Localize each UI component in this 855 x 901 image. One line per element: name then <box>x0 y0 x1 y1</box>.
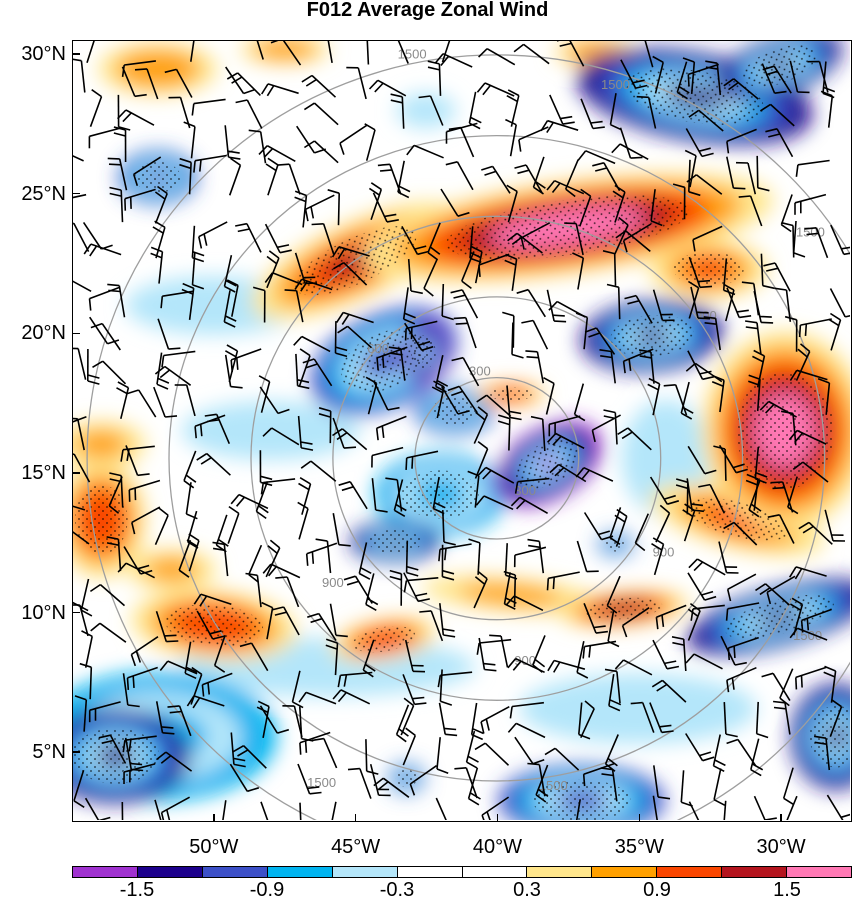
zonal-wind-map: 3003006009009009009001500150015001500150… <box>73 41 850 820</box>
significance-stipple <box>490 387 532 401</box>
longitude-tick-label: 40°W <box>457 837 537 857</box>
colorbar-segment <box>398 867 463 877</box>
significance-stipple <box>369 530 422 554</box>
colorbar-segment <box>268 867 333 877</box>
range-ring-label: 900 <box>322 575 344 590</box>
latitude-tick-mark <box>72 333 80 335</box>
longitude-tick-label: 45°W <box>316 837 396 857</box>
colorbar-segment <box>527 867 592 877</box>
range-ring-label: 1500 <box>601 77 630 92</box>
wind-anomaly-negative <box>409 100 444 120</box>
colorbar-segment <box>592 867 657 877</box>
colorbar-segment <box>722 867 787 877</box>
range-ring-label: 300 <box>469 364 491 379</box>
longitude-tick-mark <box>497 814 499 822</box>
latitude-tick-mark <box>72 751 80 753</box>
longitude-tick-label: 50°W <box>174 837 254 857</box>
latitude-tick-mark <box>72 472 80 474</box>
latitude-tick-label: 10°N <box>2 603 66 623</box>
colorbar-segment <box>73 867 138 877</box>
longitude-tick-label: 35°W <box>599 837 679 857</box>
range-ring-label: 600 <box>367 341 389 356</box>
longitude-tick-mark <box>639 814 641 822</box>
colorbar-label: -0.3 <box>367 880 427 900</box>
latitude-tick-mark <box>72 612 80 614</box>
colorbar-label: 1.5 <box>757 880 817 900</box>
longitude-tick-label: 30°W <box>741 837 821 857</box>
colorbar <box>72 866 852 878</box>
significance-stipple <box>736 372 834 489</box>
latitude-tick-label: 25°N <box>2 184 66 204</box>
significance-stipple <box>75 485 128 554</box>
significance-stipple <box>135 162 181 193</box>
longitude-tick-mark <box>780 814 782 822</box>
longitude-tick-mark <box>355 814 357 822</box>
colorbar-label: -1.5 <box>107 880 167 900</box>
significance-stipple <box>396 770 417 787</box>
wind-anomaly-positive <box>267 43 304 55</box>
significance-stipple <box>73 728 159 783</box>
range-ring-label: 900 <box>695 308 717 323</box>
longitude-tick-mark <box>213 814 215 822</box>
colorbar-segment <box>138 867 203 877</box>
wind-anomaly-negative <box>569 688 707 729</box>
colorbar-segment <box>333 867 398 877</box>
latitude-tick-label: 5°N <box>2 742 66 762</box>
colorbar-segment <box>657 867 722 877</box>
latitude-tick-mark <box>72 193 80 195</box>
chart-title: F012 Average Zonal Wind <box>0 0 855 28</box>
latitude-tick-label: 15°N <box>2 463 66 483</box>
colorbar-label: 0.3 <box>497 880 557 900</box>
colorbar-segment <box>787 867 851 877</box>
significance-stipple <box>605 538 626 552</box>
colorbar-segment <box>203 867 268 877</box>
latitude-tick-label: 20°N <box>2 323 66 343</box>
colorbar-label: 0.9 <box>627 880 687 900</box>
latitude-tick-mark <box>72 53 80 55</box>
latitude-tick-label: 30°N <box>2 44 66 64</box>
colorbar-segment <box>463 867 528 877</box>
colorbar-label: -0.9 <box>237 880 297 900</box>
